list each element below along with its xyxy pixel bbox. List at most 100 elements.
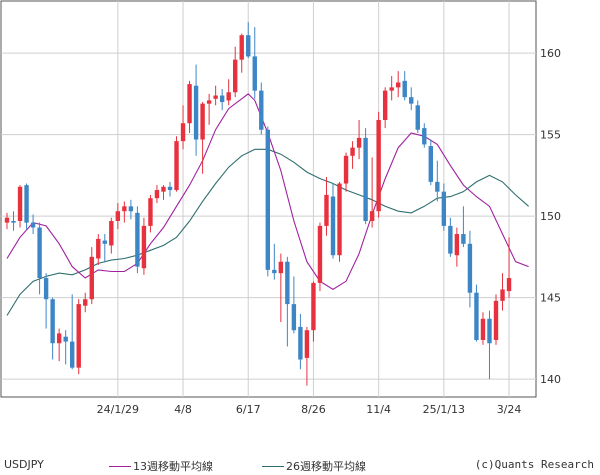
- candle: [461, 206, 466, 248]
- candle: [272, 243, 277, 280]
- candle-body: [356, 137, 362, 148]
- candle: [102, 234, 107, 262]
- y-tick-label: 140: [540, 373, 561, 386]
- candle: [141, 217, 147, 275]
- candle-body: [363, 137, 368, 221]
- candle: [109, 217, 114, 254]
- candle-body: [467, 243, 473, 293]
- candle-body: [50, 299, 55, 344]
- candle-body: [350, 147, 355, 156]
- candle-body: [272, 269, 277, 274]
- candle-body: [109, 221, 114, 246]
- candle: [187, 80, 192, 133]
- candle: [96, 234, 101, 265]
- candle: [402, 71, 407, 101]
- candle: [389, 75, 394, 101]
- candle: [50, 297, 55, 360]
- candle-body: [324, 194, 329, 226]
- candle-body: [396, 82, 401, 88]
- y-tick-label: 150: [540, 210, 561, 223]
- legend: USDJPY 13週移動平均線 26週移動平均線 (c)Quants Resea…: [0, 458, 600, 474]
- candle: [311, 281, 316, 342]
- candle: [180, 105, 186, 150]
- candle-body: [265, 129, 270, 270]
- candle-body: [337, 183, 342, 256]
- candle: [441, 183, 447, 231]
- candle-body: [369, 211, 375, 221]
- x-tick-label: 3/24: [497, 403, 522, 416]
- candle: [324, 177, 329, 236]
- legend-ma13: 13週移動平均線: [109, 458, 213, 474]
- candle: [83, 292, 88, 313]
- candle-body: [506, 278, 512, 292]
- candle: [356, 119, 362, 160]
- candle-body: [193, 85, 199, 140]
- candle: [480, 312, 486, 345]
- candle: [233, 46, 238, 98]
- candle: [363, 128, 368, 225]
- candle-body: [487, 318, 492, 344]
- candle-body: [415, 105, 420, 130]
- candle-body: [148, 198, 153, 226]
- candle-body: [493, 300, 499, 340]
- candle: [239, 33, 244, 73]
- candle-body: [63, 336, 68, 342]
- candle: [506, 237, 512, 298]
- ma13-swatch: [109, 465, 131, 467]
- candle: [252, 27, 257, 99]
- candle: [317, 222, 323, 292]
- x-tick-label: 24/1/29: [97, 403, 139, 416]
- candle-body: [200, 103, 205, 140]
- y-tick-label: 155: [540, 129, 561, 142]
- candle: [448, 217, 453, 257]
- candle: [369, 157, 375, 228]
- candle: [56, 328, 62, 362]
- candle-body: [239, 35, 244, 60]
- candle: [487, 310, 492, 380]
- candle: [30, 214, 36, 235]
- candle: [4, 212, 10, 230]
- candle-body: [24, 185, 29, 223]
- candle: [246, 22, 251, 59]
- y-tick-label: 160: [540, 47, 561, 60]
- candle-body: [298, 326, 303, 360]
- candle-body: [135, 212, 140, 267]
- candle-body: [448, 225, 453, 254]
- legend-ma26-label: 26週移動平均線: [286, 460, 366, 473]
- candle-body: [154, 190, 160, 199]
- candle: [422, 123, 427, 148]
- x-axis-labels: 24/1/29 4/8 6/17 8/26 11/4 25/1/13 3/24: [97, 403, 522, 416]
- candle-body: [180, 123, 186, 142]
- candle-body: [141, 225, 147, 269]
- candle: [89, 247, 94, 305]
- candle: [115, 203, 121, 230]
- candle: [70, 294, 75, 370]
- candle-body: [219, 95, 225, 103]
- candle-body: [115, 211, 121, 221]
- candle: [193, 64, 199, 156]
- candle-body: [246, 35, 251, 57]
- candle-body: [259, 90, 264, 130]
- candle: [467, 230, 473, 308]
- x-tick-label: 8/26: [301, 403, 326, 416]
- candle: [63, 330, 68, 365]
- candle: [493, 294, 499, 345]
- candle-body: [56, 333, 62, 344]
- candle-body: [480, 318, 486, 340]
- candle-body: [291, 304, 297, 331]
- legend-ma13-label: 13週移動平均線: [133, 460, 213, 473]
- candle: [376, 111, 381, 218]
- candle-body: [122, 206, 127, 212]
- candle: [206, 93, 212, 125]
- candle: [278, 253, 284, 323]
- candle-body: [37, 227, 42, 279]
- candle-body: [174, 141, 179, 191]
- candle-body: [4, 217, 10, 223]
- candle: [454, 227, 460, 267]
- candle-body: [161, 186, 166, 192]
- candle: [219, 89, 225, 111]
- candle-body: [343, 155, 349, 184]
- candle-body: [17, 186, 23, 221]
- candle-body: [96, 238, 101, 259]
- candle: [122, 201, 127, 223]
